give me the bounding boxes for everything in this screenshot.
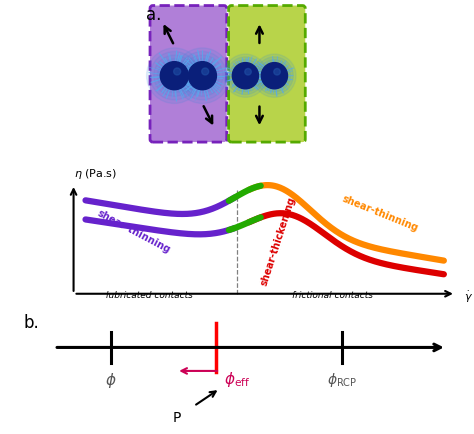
Circle shape [146,49,202,104]
Circle shape [270,72,279,82]
Circle shape [243,74,247,79]
Circle shape [150,53,199,101]
Circle shape [235,66,256,87]
Circle shape [261,63,288,90]
Text: shear-thickening: shear-thickening [259,195,298,286]
Circle shape [229,60,262,92]
Circle shape [232,63,259,90]
Circle shape [196,70,209,83]
Circle shape [173,69,181,76]
Circle shape [253,55,296,98]
Text: $\phi$: $\phi$ [105,370,117,389]
Text: frictional contacts: frictional contacts [292,290,373,299]
Text: $\eta$ (Pa.s): $\eta$ (Pa.s) [73,167,117,181]
Circle shape [168,70,181,83]
Circle shape [172,74,177,79]
Circle shape [178,53,227,101]
Text: $\dot{\gamma}$ (s$^{-1}$): $\dot{\gamma}$ (s$^{-1}$) [464,287,474,306]
Circle shape [164,66,184,86]
Circle shape [272,74,276,79]
Circle shape [160,62,188,91]
Circle shape [154,56,195,97]
Circle shape [224,55,267,98]
Circle shape [261,63,288,89]
Circle shape [258,60,291,92]
Circle shape [174,49,230,104]
Text: P: P [173,410,181,424]
Circle shape [182,56,223,97]
Text: $\phi_\mathrm{RCP}$: $\phi_\mathrm{RCP}$ [327,370,357,388]
Circle shape [192,66,212,86]
Circle shape [264,66,285,87]
Circle shape [189,63,216,90]
Text: lubricated contacts: lubricated contacts [106,290,192,299]
Circle shape [274,69,280,76]
Text: b.: b. [24,314,39,332]
Circle shape [245,69,251,76]
Circle shape [202,69,209,76]
Circle shape [255,58,293,95]
Text: shear-thinning: shear-thinning [340,193,420,233]
Text: $\phi_\mathrm{eff}$: $\phi_\mathrm{eff}$ [224,369,251,388]
FancyBboxPatch shape [228,7,305,143]
Circle shape [240,72,250,82]
Circle shape [237,69,253,84]
Circle shape [232,63,258,89]
Circle shape [161,63,188,90]
Circle shape [185,59,219,94]
Circle shape [157,59,191,94]
Circle shape [188,62,217,91]
Text: a.: a. [146,6,162,23]
Circle shape [200,74,205,79]
FancyBboxPatch shape [150,7,227,143]
Circle shape [267,69,282,84]
Circle shape [227,58,264,95]
Text: shear-thinning: shear-thinning [95,207,172,254]
